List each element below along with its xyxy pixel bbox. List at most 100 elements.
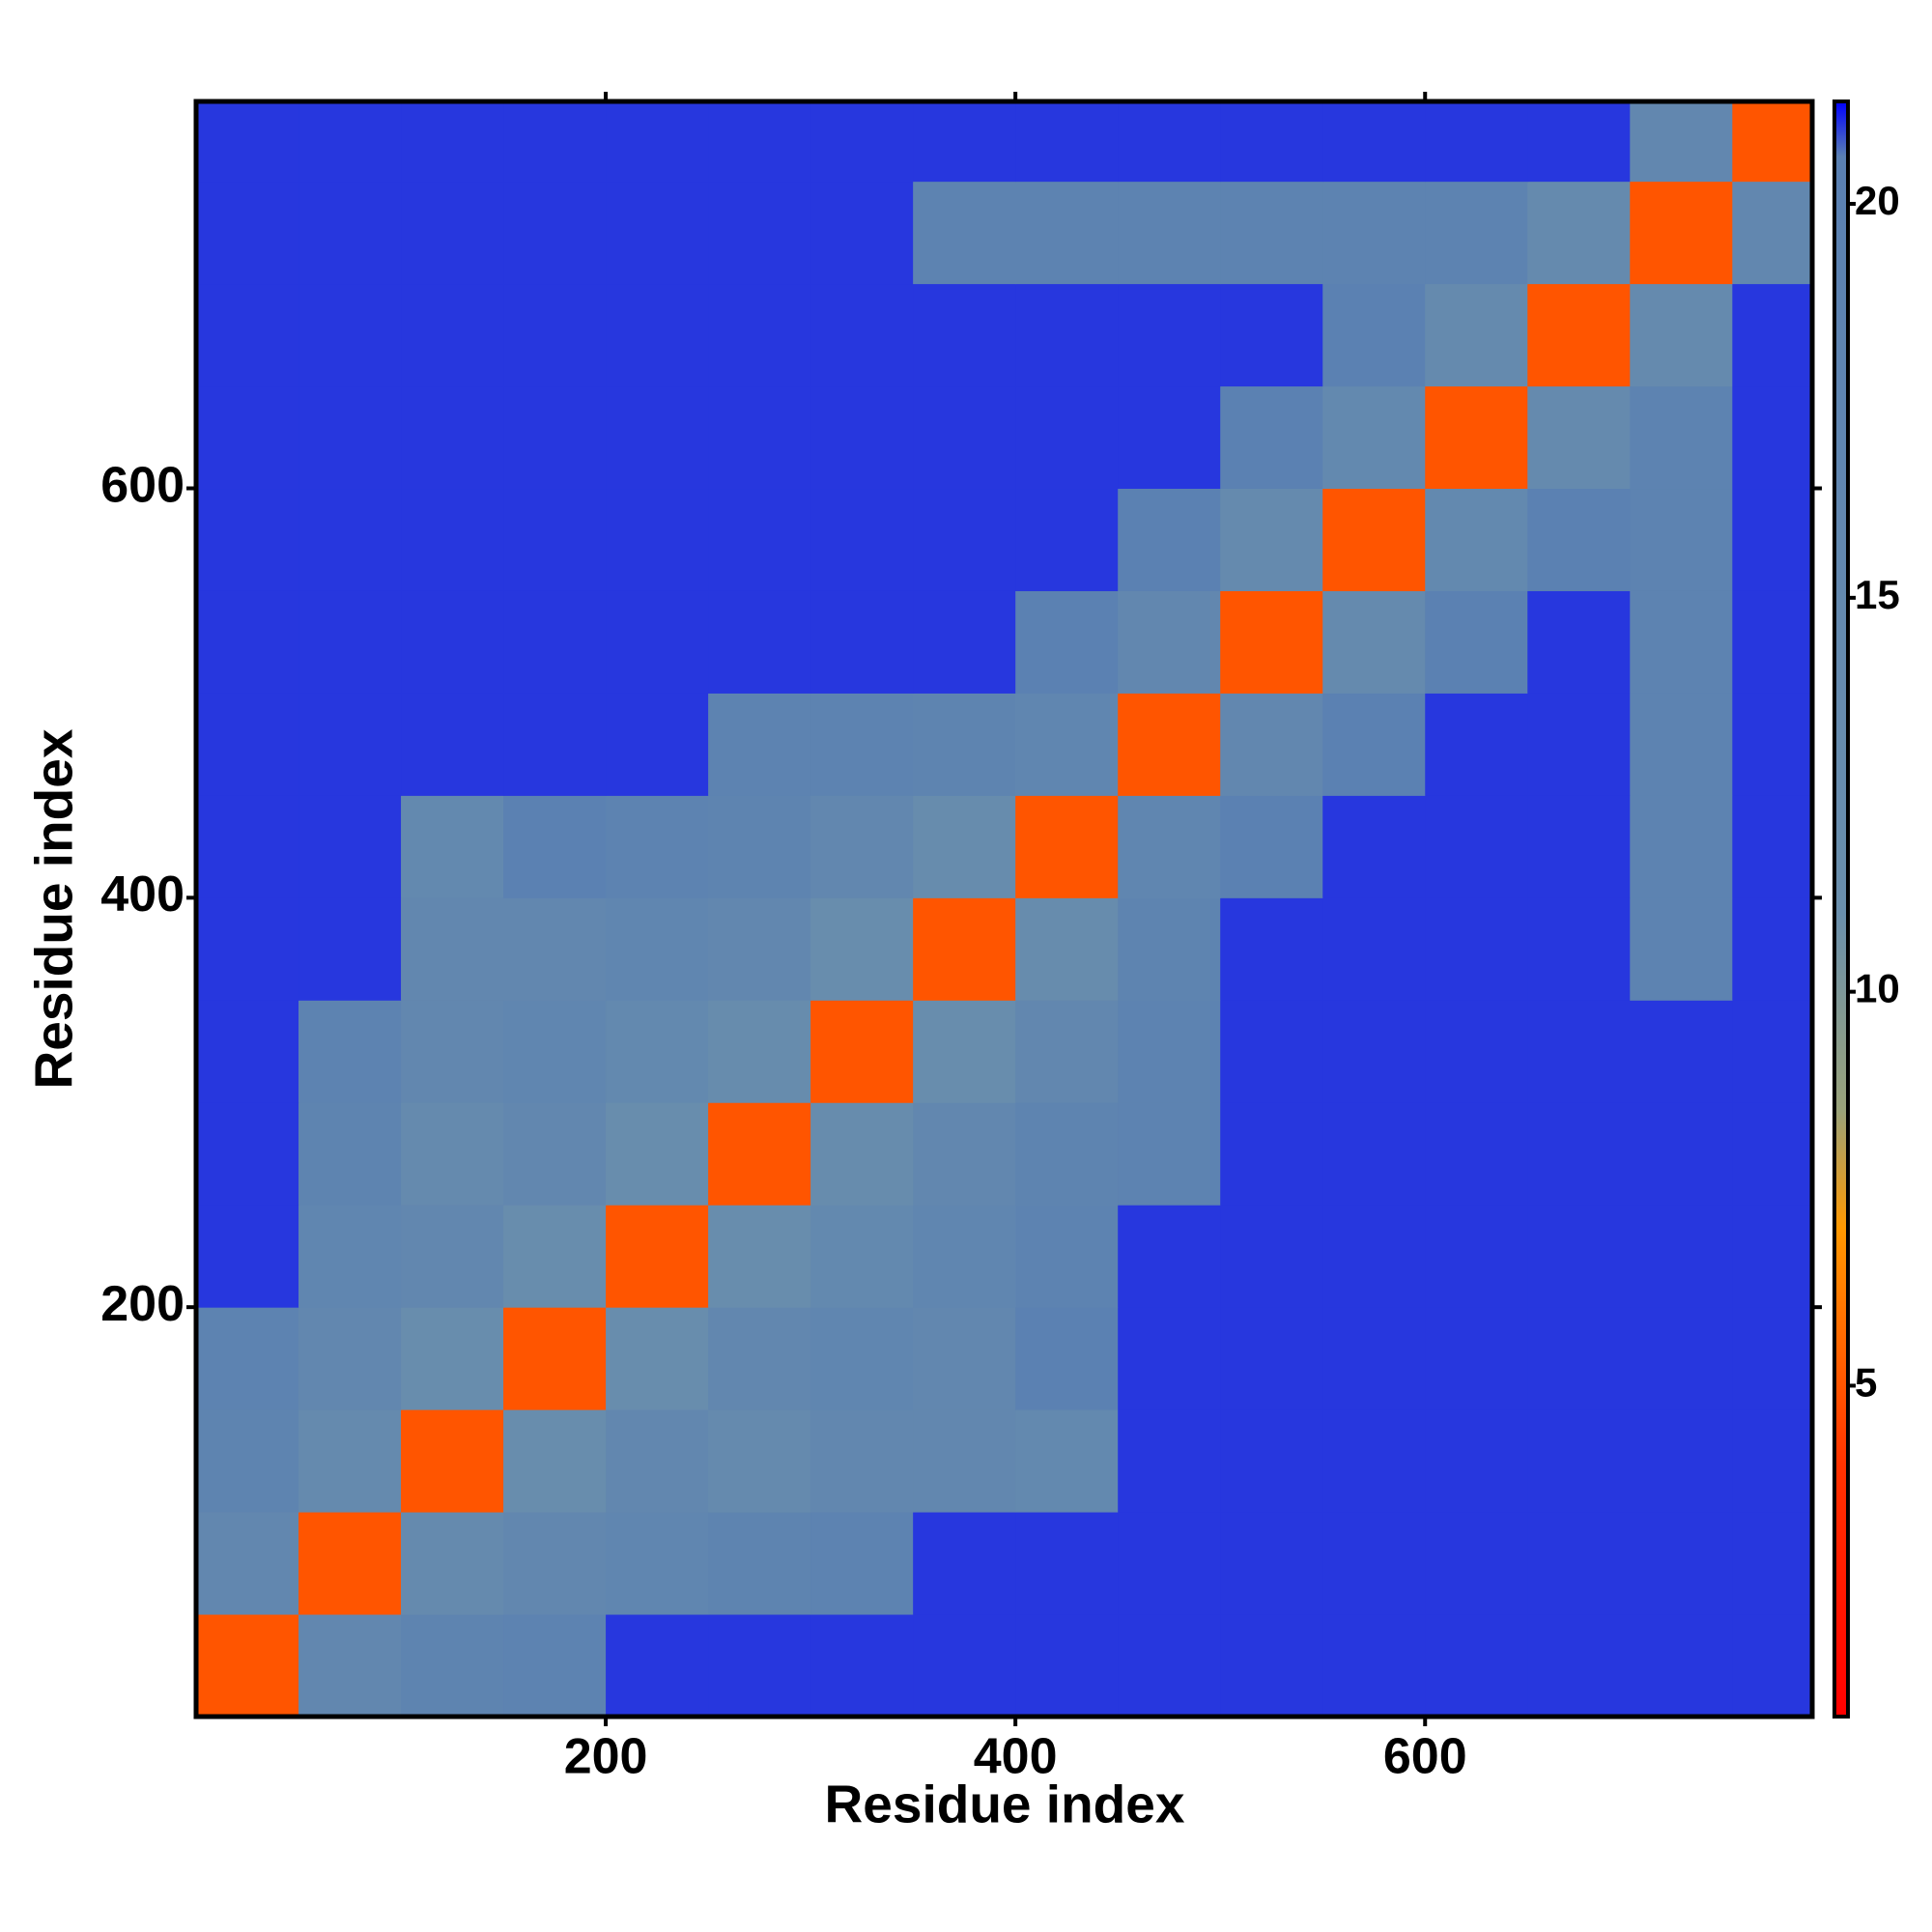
heatmap-cell [1118, 590, 1221, 694]
heatmap-cell [503, 385, 607, 490]
heatmap-cell [708, 283, 811, 387]
heatmap-cell [1527, 693, 1631, 796]
heatmap-cell [1630, 385, 1733, 490]
heatmap-cell [298, 693, 402, 796]
heatmap-cell [401, 385, 504, 490]
heatmap-cell [1220, 1205, 1323, 1308]
heatmap-cell [503, 1205, 607, 1308]
heatmap-cell [503, 1614, 607, 1718]
heatmap-cell [1015, 385, 1119, 490]
heatmap-cell [1630, 1102, 1733, 1206]
heatmap-cell [1630, 897, 1733, 1001]
heatmap-cell [1322, 795, 1426, 898]
heatmap-cell [1527, 590, 1631, 694]
heatmap-cell [1527, 1000, 1631, 1103]
heatmap-cell [1527, 1102, 1631, 1206]
heatmap-cell [913, 101, 1016, 183]
heatmap-cell [606, 795, 709, 898]
heatmap-cell [1425, 1307, 1528, 1410]
heatmap-cell [1322, 1000, 1426, 1103]
heatmap-cell [708, 1205, 811, 1308]
heatmap-cell [1322, 283, 1426, 387]
heatmap-cell [810, 101, 914, 183]
heatmap-cell [298, 1307, 402, 1410]
heatmap-cell [1220, 795, 1323, 898]
heatmap-cell [1425, 1512, 1528, 1615]
heatmap-cell [298, 795, 402, 898]
heatmap-cell [401, 181, 504, 285]
y-axis-title: Residue index [24, 728, 84, 1089]
heatmap-cell [810, 897, 914, 1001]
heatmap-cell [708, 1409, 811, 1513]
heatmap-cell [196, 590, 299, 694]
heatmap-cell [1527, 1205, 1631, 1308]
heatmap-cell [1322, 488, 1426, 591]
heatmap-cell [913, 283, 1016, 387]
heatmap-cell [913, 1205, 1016, 1308]
heatmap-cell [196, 693, 299, 796]
heatmap-cell [708, 1512, 811, 1615]
heatmap-cell [1015, 1307, 1119, 1410]
heatmap-cell [708, 795, 811, 898]
heatmap-cell [196, 385, 299, 490]
heatmap-cell [401, 283, 504, 387]
heatmap-cell [1630, 795, 1733, 898]
heatmap-cell [1322, 590, 1426, 694]
heatmap-cell [708, 693, 811, 796]
heatmap-cell [1732, 897, 1813, 1001]
heatmap-cell [1425, 795, 1528, 898]
heatmap-cell [1220, 1409, 1323, 1513]
heatmap-cell [298, 385, 402, 490]
heatmap-cell [810, 1000, 914, 1103]
y-tick-label: 600 [100, 457, 185, 513]
heatmap-cell [1015, 1000, 1119, 1103]
heatmap-cell [913, 1512, 1016, 1615]
heatmap-cell [196, 1102, 299, 1206]
heatmap-cell [401, 1102, 504, 1206]
heatmap-cell [298, 101, 402, 183]
heatmap-cell [1425, 1000, 1528, 1103]
heatmap-cell [708, 897, 811, 1001]
heatmap-cell [503, 101, 607, 183]
heatmap-cell [196, 1307, 299, 1410]
heatmap-cell [298, 1512, 402, 1615]
heatmap-cell [606, 1614, 709, 1718]
heatmap-cell [1527, 1614, 1631, 1718]
heatmap-cell [196, 1000, 299, 1103]
heatmap-cell [1220, 488, 1323, 591]
heatmap-cell [298, 1000, 402, 1103]
heatmap-cell [1118, 1000, 1221, 1103]
heatmap-cell [1630, 693, 1733, 796]
heatmap-cell [1322, 693, 1426, 796]
heatmap-cell [606, 101, 709, 183]
heatmap-cell [1220, 101, 1323, 183]
heatmap-cell [913, 1409, 1016, 1513]
heatmap-cell [1630, 181, 1733, 285]
heatmap-cell [913, 590, 1016, 694]
heatmap-cell [1322, 385, 1426, 490]
heatmap-cell [708, 1307, 811, 1410]
heatmap-cell [503, 1512, 607, 1615]
heatmap-cell [708, 101, 811, 183]
heatmap-cell [708, 1000, 811, 1103]
heatmap-cell [401, 1205, 504, 1308]
heatmap-cell [913, 1000, 1016, 1103]
heatmap-cell [1220, 283, 1323, 387]
heatmap-cell [1118, 1205, 1221, 1308]
heatmap-cell [1425, 693, 1528, 796]
heatmap-cell [606, 385, 709, 490]
heatmap-cell [1425, 283, 1528, 387]
heatmap-cell [913, 1307, 1016, 1410]
heatmap-cell [913, 1102, 1016, 1206]
heatmap-cell [606, 283, 709, 387]
heatmap-cell [1732, 1205, 1813, 1308]
heatmap-cell [1732, 385, 1813, 490]
heatmap-cell [1527, 181, 1631, 285]
heatmap-cell [196, 795, 299, 898]
heatmap-cell [401, 1512, 504, 1615]
heatmap-cell [606, 693, 709, 796]
heatmap-cell [1118, 1512, 1221, 1615]
heatmap-cell [1220, 181, 1323, 285]
heatmap-cell [503, 1409, 607, 1513]
heatmap-cell [1322, 1102, 1426, 1206]
